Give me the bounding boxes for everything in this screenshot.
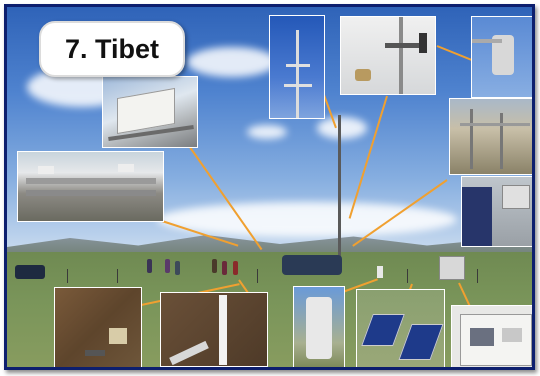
person — [147, 259, 152, 273]
soil-probe-photo — [54, 287, 142, 367]
equipment-box — [439, 256, 465, 280]
person — [165, 259, 170, 273]
slide: 7. Tibet — [4, 4, 535, 370]
rain-gauge-field — [377, 266, 383, 278]
sensor-box-photo — [102, 76, 198, 148]
instrument-rack-photo — [17, 151, 164, 222]
soil-station-photo — [449, 98, 532, 175]
mast-top-photo — [269, 15, 325, 119]
page-title: 7. Tibet — [39, 21, 185, 77]
radiometer-photo — [471, 16, 532, 98]
wind-vane-photo — [340, 16, 436, 95]
person — [222, 261, 227, 275]
logger-cabinet-photo — [451, 305, 532, 367]
person — [212, 259, 217, 273]
vehicle-center — [282, 255, 342, 275]
person — [233, 261, 238, 275]
ruler-photo — [160, 292, 268, 367]
person — [175, 261, 180, 275]
flux-tower — [338, 115, 341, 260]
rain-gauge-photo — [293, 286, 345, 367]
solar-panels-photo — [356, 289, 445, 367]
vehicle-left — [15, 265, 45, 279]
technician-photo — [461, 176, 532, 247]
